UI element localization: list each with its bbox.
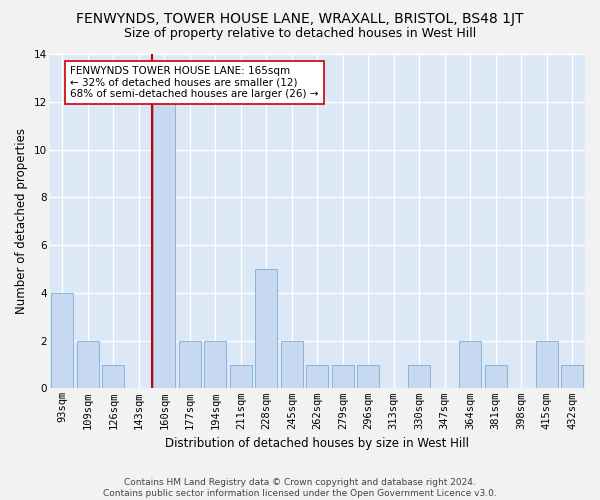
Bar <box>179 340 200 388</box>
Text: FENWYNDS, TOWER HOUSE LANE, WRAXALL, BRISTOL, BS48 1JT: FENWYNDS, TOWER HOUSE LANE, WRAXALL, BRI… <box>76 12 524 26</box>
Bar <box>358 364 379 388</box>
Bar <box>332 364 353 388</box>
Bar <box>485 364 506 388</box>
Y-axis label: Number of detached properties: Number of detached properties <box>15 128 28 314</box>
Bar <box>154 78 175 388</box>
X-axis label: Distribution of detached houses by size in West Hill: Distribution of detached houses by size … <box>165 437 469 450</box>
Bar <box>256 269 277 388</box>
Bar <box>409 364 430 388</box>
Bar <box>205 340 226 388</box>
Bar <box>460 340 481 388</box>
Bar <box>281 340 302 388</box>
Text: Contains HM Land Registry data © Crown copyright and database right 2024.
Contai: Contains HM Land Registry data © Crown c… <box>103 478 497 498</box>
Bar <box>307 364 328 388</box>
Bar <box>536 340 557 388</box>
Bar <box>52 293 73 388</box>
Bar <box>562 364 583 388</box>
Text: Size of property relative to detached houses in West Hill: Size of property relative to detached ho… <box>124 28 476 40</box>
Bar <box>77 340 98 388</box>
Text: FENWYNDS TOWER HOUSE LANE: 165sqm
← 32% of detached houses are smaller (12)
68% : FENWYNDS TOWER HOUSE LANE: 165sqm ← 32% … <box>70 66 319 99</box>
Bar <box>230 364 251 388</box>
Bar <box>103 364 124 388</box>
